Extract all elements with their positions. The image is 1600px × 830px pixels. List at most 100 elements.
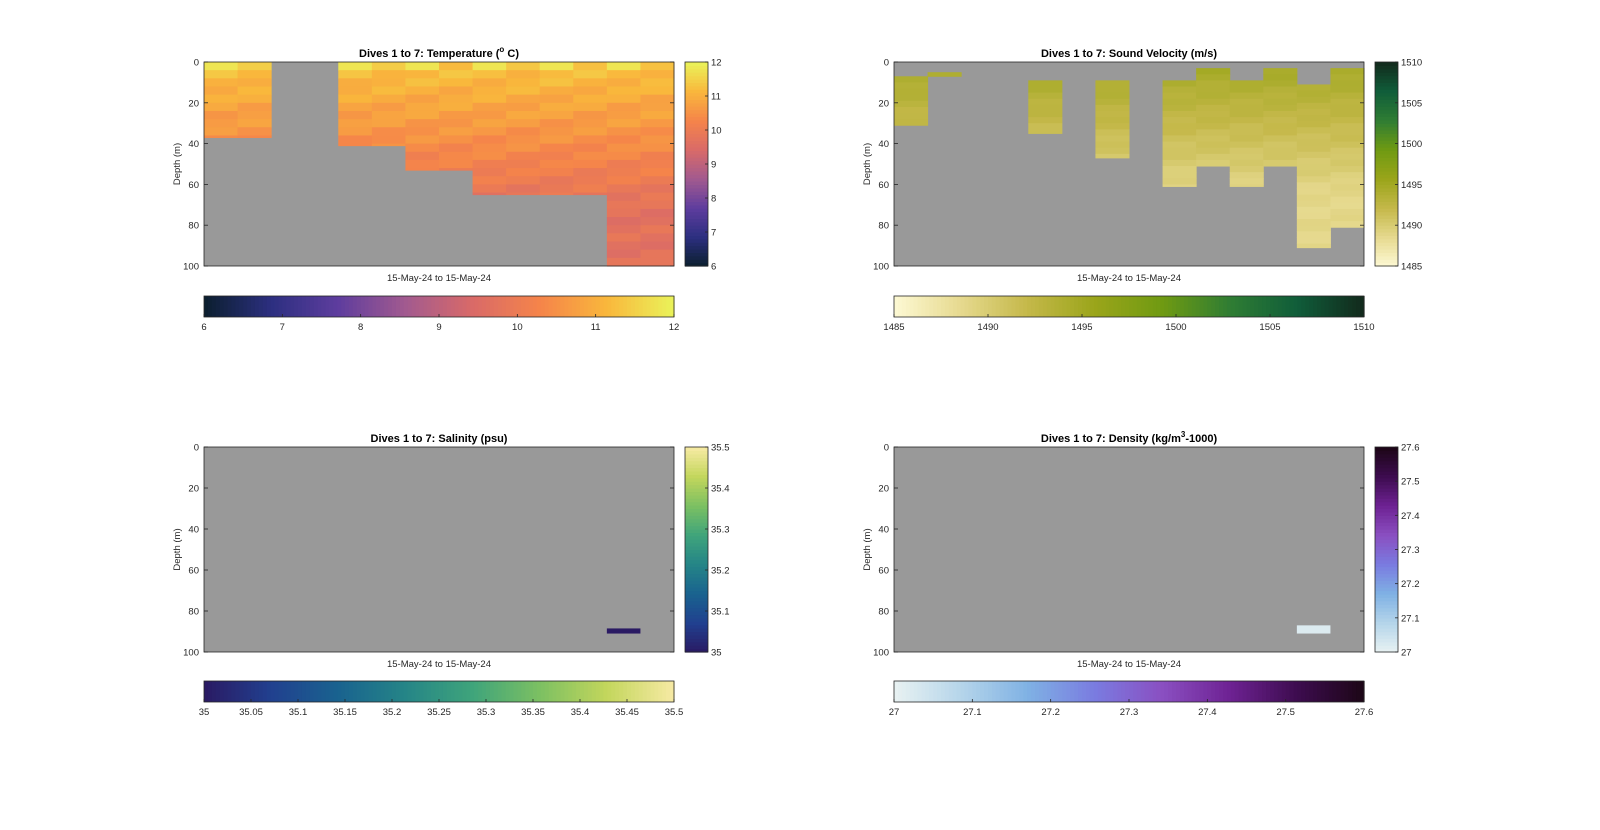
colorbar-swatch	[376, 296, 381, 317]
data-cell	[1028, 123, 1063, 130]
colorbar-swatch	[1270, 296, 1275, 317]
data-cell	[640, 217, 675, 226]
data-cell	[1196, 123, 1231, 130]
data-cell	[1296, 133, 1331, 141]
colorbar-swatch	[1375, 194, 1398, 199]
data-cell	[1196, 80, 1231, 87]
colorbar-swatch	[1324, 296, 1330, 317]
y-tick-label: 80	[188, 607, 199, 618]
colorbar-swatch	[1191, 296, 1197, 317]
data-cell	[606, 110, 641, 120]
colorbar-swatch	[1160, 296, 1165, 317]
data-cell	[640, 241, 675, 251]
colorbar-swatch	[1262, 296, 1267, 317]
colorbar-swatch	[262, 681, 268, 702]
colorbar-swatch	[395, 681, 401, 702]
colorbar-tick-label: 8	[358, 322, 363, 333]
data-cell	[1296, 96, 1331, 104]
colorbar-swatch	[1070, 681, 1075, 702]
colorbar-swatch	[356, 681, 362, 702]
colorbar-swatch	[658, 296, 663, 317]
data-cell	[506, 110, 541, 120]
data-cell	[606, 102, 641, 112]
colorbar-swatch	[1148, 296, 1154, 317]
data-cell	[237, 119, 272, 128]
colorbar-tick-label: 27.3	[1401, 545, 1420, 556]
colorbar-swatch	[619, 296, 624, 317]
colorbar-tick-label: 10	[512, 322, 523, 333]
data-cell	[439, 119, 474, 128]
data-cell	[1330, 159, 1365, 167]
colorbar-swatch	[1219, 296, 1224, 317]
colorbar-swatch	[685, 491, 708, 496]
colorbar-swatch	[427, 681, 432, 702]
data-cell	[539, 86, 574, 96]
colorbar-swatch	[685, 68, 708, 73]
colorbar-swatch	[685, 249, 708, 253]
colorbar-swatch	[1375, 184, 1398, 189]
colorbar-swatch	[1375, 474, 1398, 479]
colorbar-swatch	[1375, 590, 1398, 595]
data-cell	[338, 62, 373, 71]
colorbar-swatch	[1340, 681, 1346, 702]
colorbar-swatch	[1375, 65, 1398, 70]
data-cell	[1330, 172, 1365, 179]
colorbar-swatch	[1324, 681, 1330, 702]
data-cell	[606, 94, 641, 104]
colorbar-swatch	[929, 681, 934, 702]
colorbar-swatch	[1313, 681, 1318, 702]
data-cell	[1229, 159, 1264, 167]
y-tick-label: 0	[194, 443, 199, 454]
data-cell	[204, 135, 239, 138]
colorbar-tick-label: 35	[711, 648, 722, 659]
colorbar-swatch	[685, 488, 708, 493]
colorbar-swatch	[685, 119, 708, 124]
colorbar-swatch	[372, 681, 377, 702]
data-cell	[439, 110, 474, 120]
data-cell	[1330, 153, 1365, 161]
data-cell	[539, 78, 574, 87]
data-cell	[573, 176, 608, 185]
colorbar-swatch	[1234, 296, 1240, 317]
data-cell	[573, 110, 608, 120]
data-cell	[338, 70, 373, 79]
colorbar-swatch	[650, 296, 656, 317]
colorbar-swatch	[1246, 296, 1252, 317]
colorbar-swatch	[685, 518, 708, 523]
colorbar-swatch	[305, 681, 311, 702]
colorbar-swatch	[685, 559, 708, 564]
colorbar-swatch	[536, 681, 542, 702]
colorbar-swatch	[685, 552, 708, 557]
colorbar-swatch	[1375, 638, 1398, 643]
colorbar-swatch	[1375, 245, 1398, 250]
colorbar-tick-label: 27.3	[1120, 707, 1139, 718]
colorbar-swatch	[968, 296, 973, 317]
colorbar-swatch	[685, 515, 708, 520]
colorbar-swatch	[450, 681, 456, 702]
colorbar-swatch	[1348, 681, 1353, 702]
colorbar-tick-label: 35.3	[477, 707, 496, 718]
colorbar-swatch	[204, 681, 209, 702]
colorbar-swatch	[685, 470, 708, 475]
data-cell	[439, 127, 474, 136]
colorbar-swatch	[1179, 296, 1185, 317]
colorbar-swatch	[1219, 681, 1224, 702]
data-cell	[405, 78, 440, 87]
colorbar-swatch	[1148, 681, 1154, 702]
colorbar-swatch	[685, 583, 708, 588]
data-cell	[1296, 90, 1331, 98]
colorbar-swatch	[1375, 235, 1398, 240]
colorbar-swatch	[685, 255, 708, 260]
data-cell	[640, 208, 675, 218]
colorbar-swatch	[1281, 681, 1287, 702]
data-cells	[606, 628, 641, 634]
colorbar-swatch	[685, 245, 708, 250]
colorbar-tick-label: 35.35	[521, 707, 545, 718]
colorbar-swatch	[685, 65, 708, 70]
colorbar-swatch	[493, 681, 499, 702]
data-cell	[405, 159, 440, 169]
colorbar-swatch	[1113, 681, 1118, 702]
colorbar-swatch	[685, 522, 708, 527]
data-cell	[1095, 147, 1130, 155]
colorbar-tick-label: 35	[199, 707, 210, 718]
